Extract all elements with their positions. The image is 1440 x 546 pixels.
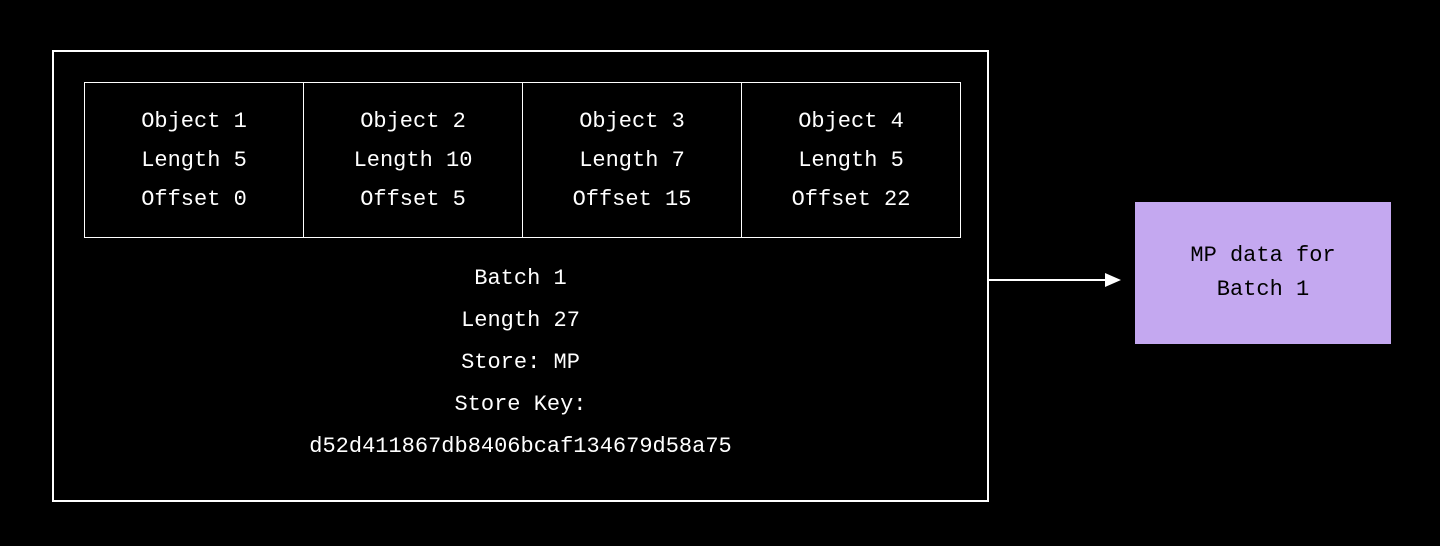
object-cell-1: Object 1 Length 5 Offset 0 [85,83,304,237]
object-name: Object 2 [360,105,466,138]
batch-store-key-value: d52d411867db8406bcaf134679d58a75 [309,430,731,464]
batch-length: Length 27 [461,304,580,338]
object-offset: Offset 22 [792,183,911,216]
arrow-icon [989,270,1121,290]
batch-label: Batch 1 [474,262,566,296]
object-cell-2: Object 2 Length 10 Offset 5 [304,83,523,237]
objects-row: Object 1 Length 5 Offset 0 Object 2 Leng… [84,82,961,238]
mp-data-box: MP data for Batch 1 [1133,200,1393,346]
batch-store-key-label: Store Key: [454,388,586,422]
object-offset: Offset 15 [573,183,692,216]
object-name: Object 4 [798,105,904,138]
batch-store: Store: MP [461,346,580,380]
batch-meta: Batch 1 Length 27 Store: MP Store Key: d… [54,262,987,464]
object-name: Object 1 [141,105,247,138]
mp-box-line2: Batch 1 [1217,273,1309,307]
batch-container: Object 1 Length 5 Offset 0 Object 2 Leng… [52,50,989,502]
mp-box-line1: MP data for [1190,239,1335,273]
object-cell-3: Object 3 Length 7 Offset 15 [523,83,742,237]
object-length: Length 10 [354,144,473,177]
object-length: Length 5 [141,144,247,177]
object-cell-4: Object 4 Length 5 Offset 22 [742,83,960,237]
object-offset: Offset 0 [141,183,247,216]
object-length: Length 5 [798,144,904,177]
object-offset: Offset 5 [360,183,466,216]
object-name: Object 3 [579,105,685,138]
object-length: Length 7 [579,144,685,177]
